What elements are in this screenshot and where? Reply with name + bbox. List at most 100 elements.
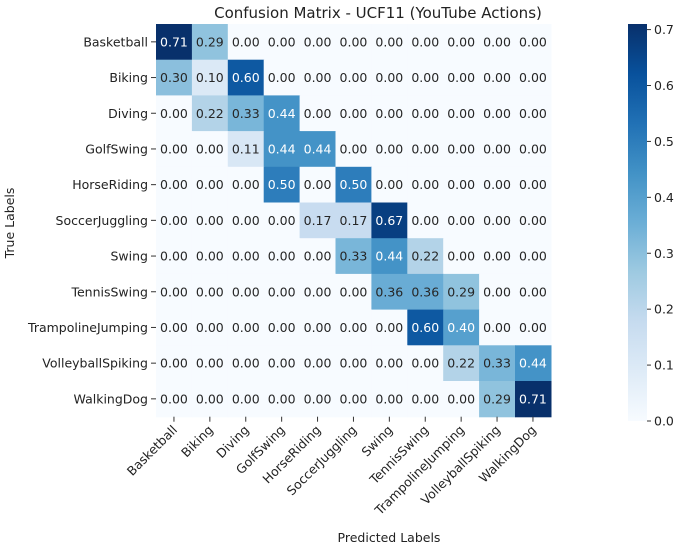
- chart-title: Confusion Matrix - UCF11 (YouTube Action…: [214, 4, 542, 22]
- cell-value-label: 0.00: [519, 141, 547, 156]
- column-tick-labels: BasketballBikingDivingGolfSwingHorseRidi…: [124, 416, 539, 518]
- cell-value-label: 0.50: [268, 177, 296, 192]
- cell-value-label: 0.00: [483, 284, 511, 299]
- heatmap-cell: [479, 309, 516, 346]
- heatmap-cell: [407, 309, 444, 346]
- cell-value-label: 0.00: [411, 177, 439, 192]
- heatmap-cell: [335, 273, 372, 311]
- cell-value-label: 0.00: [232, 320, 260, 335]
- cell-value-label: 0.00: [160, 391, 188, 406]
- cell-value-label: 0.00: [268, 213, 296, 228]
- cell-value-label: 0.71: [519, 391, 547, 406]
- cell-value-label: 0.00: [483, 320, 511, 335]
- cell-value-label: 0.44: [268, 106, 296, 121]
- cell-value-label: 0.10: [196, 70, 224, 85]
- cell-value-label: 0.00: [304, 391, 332, 406]
- heatmap-cell: [191, 309, 229, 346]
- heatmap-cell: [227, 381, 265, 418]
- heatmap-cell: [479, 345, 516, 382]
- cell-value-label: 0.00: [196, 141, 224, 156]
- cell-value-label: 0.00: [447, 177, 475, 192]
- heatmap-cells: [156, 24, 552, 418]
- cell-value-label: 0.44: [519, 356, 547, 371]
- heatmap-cell: [479, 95, 516, 132]
- heatmap-cell: [335, 131, 372, 168]
- heatmap-cell: [156, 166, 193, 204]
- heatmap-cell: [443, 131, 480, 168]
- cell-value-label: 0.00: [304, 249, 332, 264]
- cell-value-label: 0.00: [411, 141, 439, 156]
- heatmap-cell: [407, 345, 444, 382]
- heatmap-cell: [407, 166, 444, 204]
- heatmap-cell: [335, 59, 372, 96]
- cell-value-label: 0.00: [268, 284, 296, 299]
- cell-value-label: 0.00: [196, 356, 224, 371]
- cell-value-label: 0.00: [268, 320, 296, 335]
- heatmap-cell: [156, 381, 193, 418]
- heatmap-cell: [407, 381, 444, 418]
- heatmap-cell: [227, 59, 265, 96]
- row-tick-label: TennisSwing: [70, 284, 148, 299]
- cell-value-label: 0.00: [196, 177, 224, 192]
- cell-value-label: 0.00: [160, 249, 188, 264]
- cell-value-label: 0.00: [160, 356, 188, 371]
- heatmap-cell: [263, 309, 301, 346]
- cell-value-label: 0.44: [375, 249, 403, 264]
- cell-value-label: 0.00: [483, 249, 511, 264]
- cell-value-label: 0.00: [340, 141, 368, 156]
- colorbar-tick-label: 0.1: [654, 358, 674, 373]
- heatmap-cell: [515, 59, 552, 96]
- heatmap-cell: [479, 166, 516, 204]
- cell-value-label: 0.00: [268, 34, 296, 49]
- cell-value-label: 0.00: [268, 391, 296, 406]
- row-tick-label: Swing: [111, 249, 149, 264]
- heatmap-cell: [515, 381, 552, 418]
- cell-value-label: 0.00: [340, 391, 368, 406]
- column-tick-label: Basketball: [124, 422, 180, 478]
- cell-value-label: 0.29: [483, 391, 511, 406]
- colorbar-tick-label: 0.3: [654, 246, 674, 261]
- heatmap-cell: [371, 59, 408, 96]
- heatmap-cell: [371, 381, 408, 418]
- heatmap-cell: [407, 131, 444, 168]
- cell-value-label: 0.00: [232, 177, 260, 192]
- cell-value-label: 0.00: [268, 356, 296, 371]
- cell-value-label: 0.00: [483, 106, 511, 121]
- cell-value-label: 0.00: [304, 177, 332, 192]
- heatmap-cell: [443, 238, 480, 275]
- cell-value-label: 0.00: [411, 34, 439, 49]
- cell-value-label: 0.00: [160, 177, 188, 192]
- heatmap-cell: [263, 238, 301, 275]
- heatmap-cell: [227, 345, 265, 382]
- colorbar-tick-label: 0.0: [654, 414, 674, 429]
- cell-value-label: 0.00: [519, 284, 547, 299]
- heatmap-cell: [299, 59, 337, 96]
- cell-value-label: 0.00: [196, 249, 224, 264]
- cell-value-label: 0.00: [447, 249, 475, 264]
- cell-value-label: 0.00: [447, 213, 475, 228]
- heatmap-cell: [407, 238, 444, 275]
- cell-value-label: 0.60: [232, 70, 260, 85]
- heatmap-cell: [443, 381, 480, 418]
- heatmap-cell: [191, 238, 229, 275]
- cell-value-label: 0.00: [375, 106, 403, 121]
- cell-value-label: 0.00: [304, 284, 332, 299]
- cell-value-label: 0.00: [411, 106, 439, 121]
- heatmap-cell: [407, 95, 444, 132]
- cell-value-label: 0.00: [447, 106, 475, 121]
- cell-value-label: 0.00: [340, 320, 368, 335]
- heatmap-cell: [479, 381, 516, 418]
- heatmap-cell: [479, 238, 516, 275]
- cell-value-label: 0.00: [519, 106, 547, 121]
- cell-value-label: 0.71: [160, 34, 188, 49]
- heatmap-cell: [371, 131, 408, 168]
- cell-value-label: 0.44: [268, 141, 296, 156]
- heatmap-cell: [443, 95, 480, 132]
- cell-value-label: 0.00: [196, 391, 224, 406]
- cell-value-label: 0.33: [340, 249, 368, 264]
- heatmap-cell: [371, 238, 408, 275]
- row-tick-label: SoccerJuggling: [56, 213, 148, 228]
- heatmap-cell: [263, 131, 301, 168]
- heatmap-cell: [191, 95, 229, 132]
- cell-value-label: 0.22: [196, 106, 224, 121]
